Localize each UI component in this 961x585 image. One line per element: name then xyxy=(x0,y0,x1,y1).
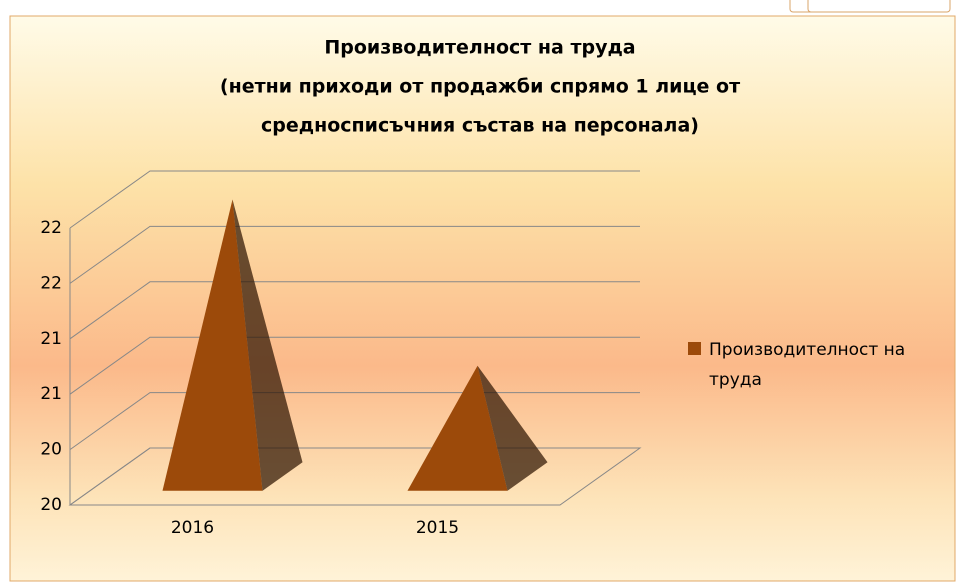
chart-title: Производителност на труда xyxy=(324,37,635,59)
x-tick-label: 2016 xyxy=(171,518,214,538)
grid-line xyxy=(69,225,640,284)
grid-line xyxy=(69,281,640,340)
chart-subtitle: (нетни приходи от продажби спрямо 1 лице… xyxy=(220,76,740,98)
y-tick-label: 21 xyxy=(40,329,62,349)
legend-swatch xyxy=(688,342,701,355)
legend-label: Производителност на труда xyxy=(709,340,911,390)
y-tick-label: 21 xyxy=(40,384,62,404)
y-tick-label: 20 xyxy=(40,440,62,460)
pyramid xyxy=(407,365,548,491)
chart-area xyxy=(9,15,956,582)
y-tick-label: 22 xyxy=(40,273,62,293)
pyramid-shade xyxy=(477,365,548,491)
pyramid-front xyxy=(162,199,263,491)
legend-line: Производителност на xyxy=(709,340,911,360)
grid-line xyxy=(69,170,640,229)
pyramid-front xyxy=(407,365,508,491)
y-tick-label: 20 xyxy=(40,495,62,515)
y-tick-label: 22 xyxy=(40,218,62,238)
pyramid xyxy=(162,199,303,491)
legend-line: труда xyxy=(709,370,762,390)
chart-subtitle: средносписъчния състав на персонала) xyxy=(261,115,699,137)
grid-line xyxy=(69,336,640,395)
pyramid-shade xyxy=(232,199,303,491)
toolbar-button[interactable] xyxy=(807,0,951,13)
x-tick-label: 2015 xyxy=(416,518,459,538)
